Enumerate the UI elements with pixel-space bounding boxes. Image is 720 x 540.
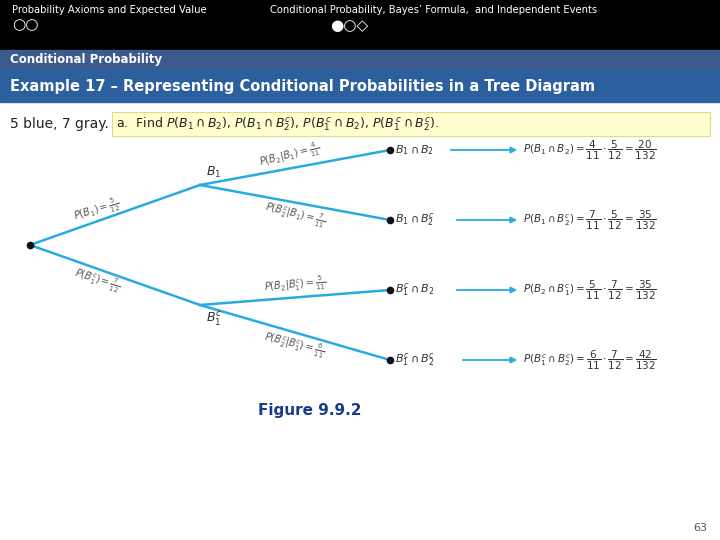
- Text: $P(B_1^c) = \frac{7}{12}$: $P(B_1^c) = \frac{7}{12}$: [71, 264, 122, 296]
- Text: ○○: ○○: [12, 17, 38, 32]
- Text: 5 blue, 7 gray.: 5 blue, 7 gray.: [10, 117, 109, 131]
- Text: a.  Find $P(B_1 \cap B_2)$, $P(B_1 \cap B_2^c)$, $P(B_1^{\,c} \cap B_2)$, $P(B_1: a. Find $P(B_1 \cap B_2)$, $P(B_1 \cap B…: [116, 115, 439, 133]
- Text: Conditional Probability, Bayes’ Formula,  and Independent Events: Conditional Probability, Bayes’ Formula,…: [270, 5, 597, 15]
- Bar: [0, 50, 720, 70]
- Text: $P(B_2^c|B_1^c) = \frac{6}{11}$: $P(B_2^c|B_1^c) = \frac{6}{11}$: [263, 328, 328, 361]
- Text: 63: 63: [693, 523, 707, 533]
- Text: $B_1 \cap B_2^c$: $B_1 \cap B_2^c$: [395, 212, 435, 228]
- Text: $P(B_1) = \frac{5}{12}$: $P(B_1) = \frac{5}{12}$: [71, 194, 122, 226]
- Text: $P(B_2^c|B_1) = \frac{7}{11}$: $P(B_2^c|B_1) = \frac{7}{11}$: [263, 198, 328, 231]
- Text: $P(B_1^c \cap B_2^c) = \dfrac{6}{11} \cdot \dfrac{7}{12} = \dfrac{42}{132}$: $P(B_1^c \cap B_2^c) = \dfrac{6}{11} \cd…: [523, 348, 657, 372]
- Text: $P(B_2 \cap B_1^c) = \dfrac{5}{11} \cdot \dfrac{7}{12} = \dfrac{35}{132}$: $P(B_2 \cap B_1^c) = \dfrac{5}{11} \cdot…: [523, 279, 657, 302]
- Text: $P(B_2|B_1^c) = \frac{5}{11}$: $P(B_2|B_1^c) = \frac{5}{11}$: [264, 274, 327, 298]
- FancyBboxPatch shape: [112, 112, 710, 136]
- Bar: [0, 0, 720, 50]
- Text: ●○◇: ●○◇: [330, 17, 368, 32]
- Text: $B_1 \cap B_2$: $B_1 \cap B_2$: [395, 143, 434, 157]
- Bar: [0, 70, 720, 102]
- Text: $B_1^c \cap B_2$: $B_1^c \cap B_2$: [395, 281, 434, 299]
- Text: Conditional Probability: Conditional Probability: [10, 53, 162, 66]
- Text: $P(B_1 \cap B_2^c) = \dfrac{7}{11} \cdot \dfrac{5}{12} = \dfrac{35}{132}$: $P(B_1 \cap B_2^c) = \dfrac{7}{11} \cdot…: [523, 208, 657, 232]
- Text: $P(B_2|B_1) = \frac{4}{11}$: $P(B_2|B_1) = \frac{4}{11}$: [258, 139, 323, 172]
- Text: $P(B_1 \cap B_2) = \dfrac{4}{11} \cdot \dfrac{5}{12} = \dfrac{20}{132}$: $P(B_1 \cap B_2) = \dfrac{4}{11} \cdot \…: [523, 138, 657, 161]
- Text: Figure 9.9.2: Figure 9.9.2: [258, 402, 361, 417]
- Text: $B_1^c \cap B_2^c$: $B_1^c \cap B_2^c$: [395, 352, 435, 368]
- Text: Example 17 – Representing Conditional Probabilities in a Tree Diagram: Example 17 – Representing Conditional Pr…: [10, 78, 595, 93]
- Text: Probability Axioms and Expected Value: Probability Axioms and Expected Value: [12, 5, 207, 15]
- Text: $B_1^c$: $B_1^c$: [206, 310, 222, 327]
- Text: $B_1$: $B_1$: [206, 165, 221, 180]
